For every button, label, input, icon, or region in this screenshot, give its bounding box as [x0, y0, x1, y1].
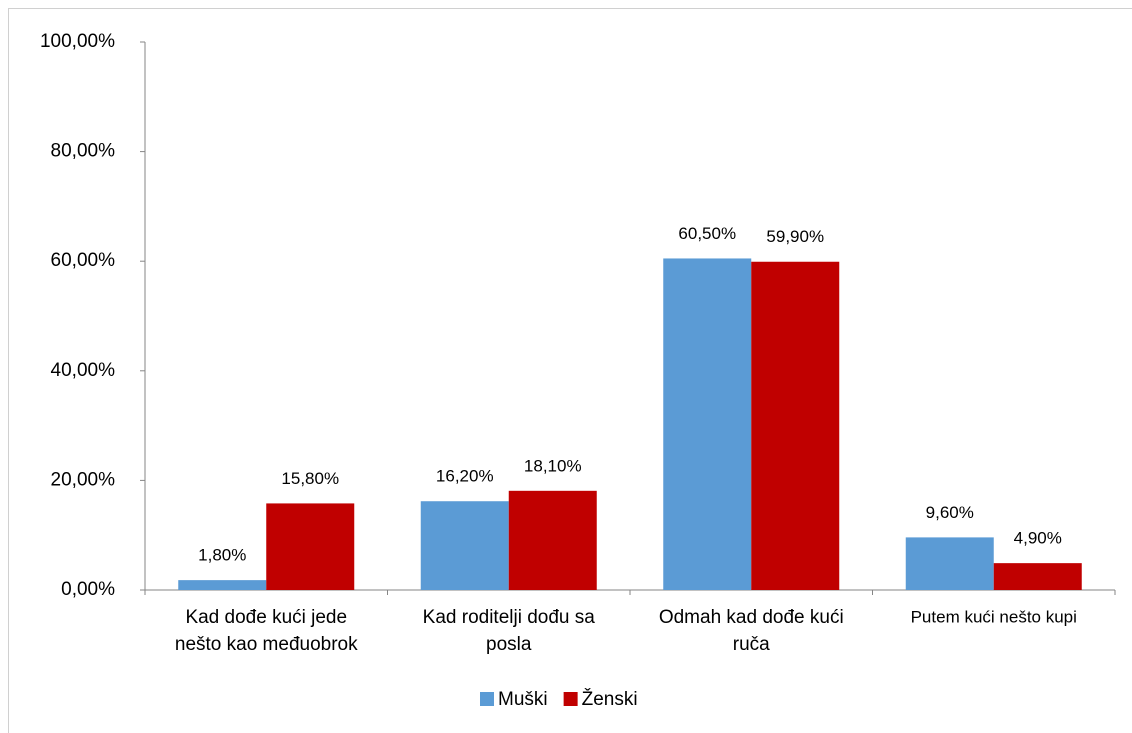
bar — [993, 563, 1082, 590]
value-label: 59,90% — [766, 227, 824, 246]
bar — [420, 501, 509, 590]
value-label: 60,50% — [678, 224, 736, 243]
y-tick-label: 60,00% — [51, 250, 116, 271]
y-tick-label: 80,00% — [51, 141, 116, 162]
y-tick-label: 0,00% — [61, 579, 115, 600]
x-tick-label: Kad dođe kući jede nešto kao međuobrok — [175, 607, 358, 655]
chart-border — [8, 8, 1132, 733]
value-label: 18,10% — [524, 456, 582, 475]
legend-label: Ženski — [582, 688, 638, 710]
y-tick-label: 100,00% — [40, 31, 115, 52]
legend-swatch — [563, 692, 578, 706]
y-tick-label: 20,00% — [51, 469, 116, 490]
value-label: 1,80% — [198, 546, 246, 565]
bar — [905, 537, 994, 590]
value-label: 4,90% — [1014, 529, 1062, 548]
bar — [508, 490, 597, 590]
x-tick-label: Odmah kad dođe kući ruča — [659, 607, 844, 655]
value-label: 16,20% — [436, 467, 494, 486]
bar — [266, 503, 355, 590]
legend-label: Muški — [498, 689, 548, 710]
x-tick-label: Putem kući nešto kupi — [911, 607, 1077, 626]
bar — [663, 258, 752, 590]
x-tick-label: Kad roditelji dođu sa posla — [423, 607, 596, 655]
legend-swatch — [480, 692, 494, 706]
y-tick-label: 40,00% — [51, 360, 116, 381]
value-label: 15,80% — [281, 469, 339, 488]
value-label: 9,60% — [926, 503, 974, 522]
bar — [178, 580, 267, 590]
bar — [751, 261, 840, 590]
